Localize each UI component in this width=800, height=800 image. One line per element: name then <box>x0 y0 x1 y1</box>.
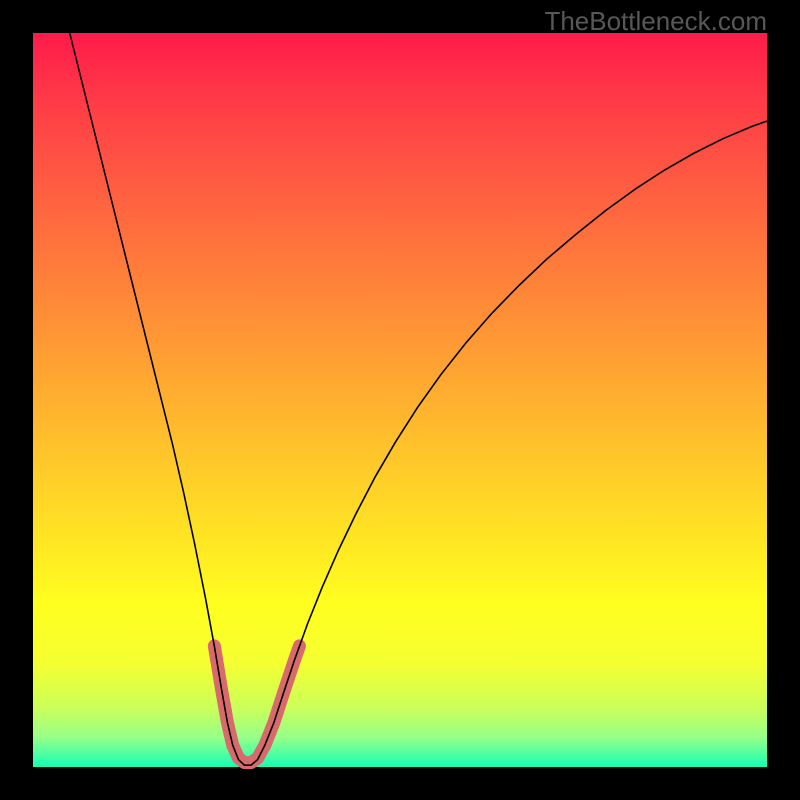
curve-svg <box>33 33 767 767</box>
gradient-background <box>33 33 767 767</box>
watermark-text: TheBottleneck.com <box>544 6 767 37</box>
chart-container: TheBottleneck.com <box>0 0 800 800</box>
plot-area <box>33 33 767 767</box>
